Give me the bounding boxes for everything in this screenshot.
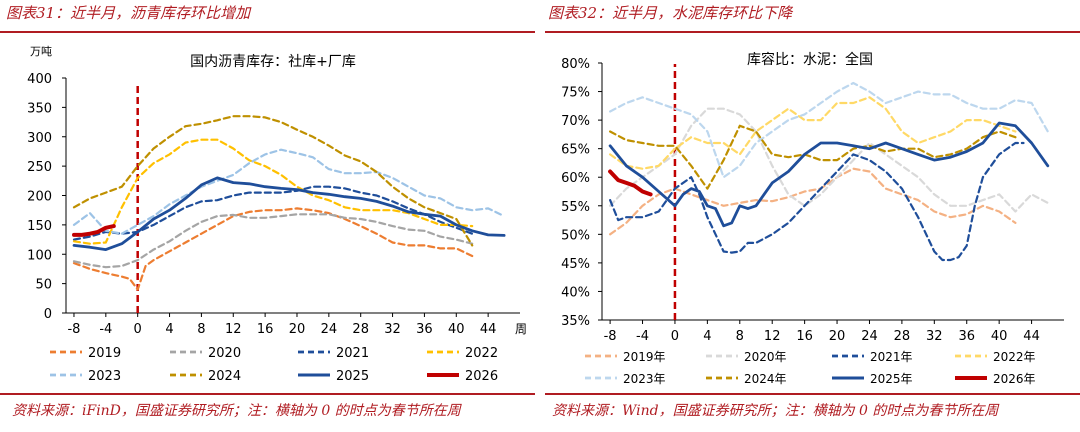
x-tick-label: 40 [448, 322, 465, 337]
y-tick-label: 50 [35, 278, 52, 293]
legend-label-2026: 2026 [465, 369, 498, 384]
x-tick-label: 16 [257, 322, 274, 337]
y-tick-label: 75% [561, 86, 590, 101]
legend-label-2025年: 2025年 [870, 372, 913, 386]
legend-label-2023年: 2023年 [623, 372, 666, 386]
y-tick-label: 350 [27, 101, 52, 116]
y-tick-label: 400 [27, 72, 52, 87]
x-tick-label: 36 [958, 329, 975, 344]
series-line-2026 [72, 224, 116, 237]
series-line-2019 [72, 207, 474, 291]
x-tick-label: -4 [99, 322, 112, 337]
y-tick-label: 100 [27, 248, 52, 263]
x-tick-label: 8 [736, 329, 744, 344]
source-note-right: 资料来源：Wind，国盛证券研究所；注：横轴为 0 的时点为春节所在周 [552, 403, 999, 419]
series-line-2026年 [608, 169, 653, 197]
title-rule-right [545, 31, 1080, 33]
x-tick-label: 12 [225, 322, 242, 337]
x-tick-label: 28 [352, 322, 369, 337]
x-tick-label: 20 [829, 329, 846, 344]
x-tick-label: 44 [1023, 329, 1040, 344]
x-tick-label: 0 [671, 329, 679, 344]
x-tick-label: 4 [703, 329, 711, 344]
x-tick-label: 36 [416, 322, 433, 337]
series-line-2024 [72, 115, 474, 247]
source-rule-right [545, 393, 1080, 395]
y-tick-label: 35% [561, 314, 590, 329]
series-line-2021 [72, 185, 474, 241]
x-tick-label: 40 [991, 329, 1008, 344]
y-tick-label: 40% [561, 285, 590, 300]
x-tick-label: 16 [796, 329, 813, 344]
legend-label-2019: 2019 [88, 346, 121, 361]
figure-32-label: 图表32：近半月，水泥库存环比下降 [548, 4, 793, 22]
series-line-2020年 [608, 107, 1049, 213]
y-tick-label: 50% [561, 228, 590, 243]
x-tick-label: 32 [384, 322, 401, 337]
chart-title: 国内沥青库存：社库+厂库 [190, 54, 356, 70]
x-tick-label: 20 [289, 322, 306, 337]
x-tick-label: -8 [604, 329, 617, 344]
legend-label-2024年: 2024年 [744, 372, 787, 386]
y-tick-label: 55% [561, 200, 590, 215]
x-tick-label: -4 [636, 329, 649, 344]
x-tick-label: 0 [134, 322, 142, 337]
y-axis-label: 万吨 [30, 45, 52, 58]
legend-label-2025: 2025 [336, 369, 369, 384]
y-tick-label: 70% [561, 114, 590, 129]
legend-label-2022年: 2022年 [993, 350, 1036, 364]
y-tick-label: 45% [561, 257, 590, 272]
y-tick-label: 250 [27, 160, 52, 175]
series-line-2022 [72, 138, 474, 245]
x-tick-label: 28 [894, 329, 911, 344]
legend-label-2021: 2021 [336, 346, 369, 361]
legend-label-2024: 2024 [208, 369, 241, 384]
legend-label-2023: 2023 [88, 369, 121, 384]
figure-31-label: 图表31：近半月，沥青库存环比增加 [6, 4, 251, 22]
series-line-2023 [72, 148, 506, 235]
x-tick-label: 24 [321, 322, 338, 337]
source-rule-left [0, 393, 535, 395]
legend-label-2026年: 2026年 [993, 372, 1036, 386]
y-tick-label: 200 [27, 190, 52, 205]
x-tick-label: 44 [480, 322, 497, 337]
chart-title: 库容比：水泥：全国 [747, 51, 873, 68]
series-line-2021年 [608, 141, 1025, 262]
series-line-2025年 [608, 121, 1050, 228]
x-tick-label: 8 [197, 322, 205, 337]
series-line-2022年 [608, 96, 1017, 170]
legend-label-2022: 2022 [465, 346, 498, 361]
series-line-2019年 [608, 167, 1017, 236]
title-rule-left [0, 31, 535, 33]
source-note-left: 资料来源：iFinD，国盛证券研究所；注：横轴为 0 的时点为春节所在周 [12, 403, 461, 419]
y-tick-label: 300 [27, 131, 52, 146]
x-tick-label: -8 [67, 322, 80, 337]
y-tick-label: 150 [27, 219, 52, 234]
series-line-2023年 [608, 81, 1049, 179]
series-line-2020 [72, 213, 474, 269]
x-tick-label: 4 [165, 322, 173, 337]
y-tick-label: 65% [561, 143, 590, 158]
x-axis-label: 周 [515, 322, 527, 336]
y-tick-label: 60% [561, 171, 590, 186]
legend-label-2020年: 2020年 [744, 350, 787, 364]
legend-label-2019年: 2019年 [623, 350, 666, 364]
series-line-2025 [72, 176, 506, 252]
x-tick-label: 24 [861, 329, 878, 344]
x-tick-label: 32 [926, 329, 943, 344]
legend-label-2020: 2020 [208, 346, 241, 361]
y-tick-label: 0 [44, 307, 52, 322]
x-tick-label: 12 [764, 329, 781, 344]
series-line-2024年 [608, 124, 1017, 190]
y-tick-label: 80% [561, 57, 590, 72]
legend-label-2021年: 2021年 [870, 350, 913, 364]
